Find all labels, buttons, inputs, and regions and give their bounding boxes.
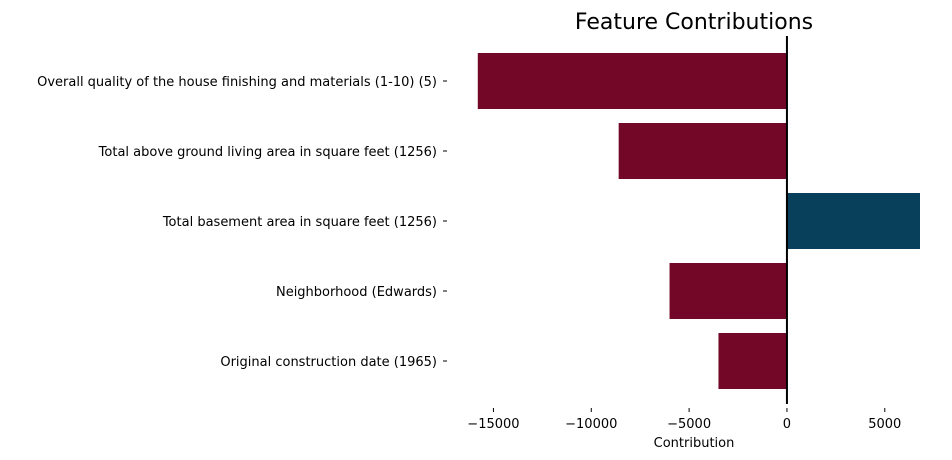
bars-group <box>477 53 920 389</box>
chart-title: Feature Contributions <box>575 10 813 35</box>
x-tick-label-1: −10000 <box>565 417 617 432</box>
y-tick-label-2: Total basement area in square feet (1256… <box>162 215 437 230</box>
y-tick-label-0: Overall quality of the house finishing a… <box>37 75 437 90</box>
x-tick-label-0: −15000 <box>467 417 519 432</box>
y-axis: Overall quality of the house finishing a… <box>37 75 447 370</box>
bar-0 <box>477 53 787 109</box>
x-axis: −15000 −10000 −5000 0 5000 <box>467 408 901 432</box>
x-axis-label: Contribution <box>654 436 735 451</box>
x-tick-label-2: −5000 <box>667 417 711 432</box>
bar-4 <box>718 333 787 389</box>
y-tick-label-4: Original construction date (1965) <box>220 355 437 370</box>
bar-3 <box>669 263 787 319</box>
y-tick-label-3: Neighborhood (Edwards) <box>276 285 437 300</box>
y-tick-label-1: Total above ground living area in square… <box>98 145 437 160</box>
x-tick-label-4: 5000 <box>868 417 901 432</box>
x-tick-label-3: 0 <box>783 417 791 432</box>
bar-1 <box>618 123 787 179</box>
bar-2 <box>786 193 920 249</box>
